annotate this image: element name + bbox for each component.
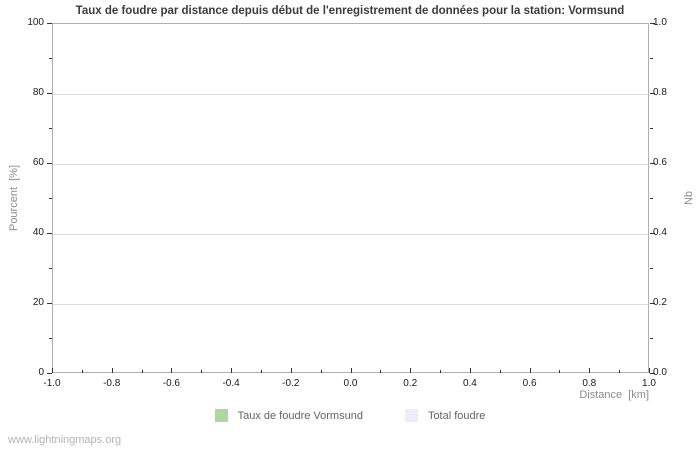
y-minor-tick-right xyxy=(650,198,653,199)
y-tick-label-right: 0.6 xyxy=(653,157,667,168)
x-minor-tick xyxy=(499,370,501,373)
y-minor-tick-left xyxy=(49,268,52,269)
x-tick-label: -1.0 xyxy=(43,378,61,389)
x-tick xyxy=(171,368,173,373)
x-axis-label: Distance [km] xyxy=(579,389,649,401)
x-tick xyxy=(290,368,292,373)
y-tick-right xyxy=(650,303,655,304)
y-tick-label-left: 40 xyxy=(32,227,44,238)
x-tick-label: -0.6 xyxy=(162,378,180,389)
y-tick-left xyxy=(47,233,52,234)
x-tick xyxy=(410,368,412,373)
y-tick-label-right: 1.0 xyxy=(653,17,667,28)
y-tick-right xyxy=(650,373,655,374)
y-minor-tick-left xyxy=(49,128,52,129)
x-minor-tick xyxy=(440,370,442,373)
legend-entry: Taux de foudre Vormsund xyxy=(214,409,363,422)
y-tick-label-right: 0.0 xyxy=(653,367,667,378)
x-minor-tick xyxy=(320,370,322,373)
x-tick xyxy=(350,368,352,373)
x-tick xyxy=(529,368,531,373)
y-tick-label-left: 60 xyxy=(32,157,44,168)
x-minor-tick xyxy=(141,370,143,373)
y-tick-left xyxy=(47,163,52,164)
x-minor-tick xyxy=(559,370,561,373)
legend-entry: Total foudre xyxy=(404,409,486,422)
y-minor-tick-left xyxy=(49,58,52,59)
y-tick-right xyxy=(650,23,655,24)
x-tick xyxy=(52,368,53,373)
y-tick-left xyxy=(47,23,52,24)
y-minor-tick-right xyxy=(650,338,653,339)
y-axis-label-left: Pourcent [%] xyxy=(8,164,20,232)
chart-legend: Taux de foudre Vormsund Total foudre xyxy=(0,409,700,422)
x-tick-label: 0.6 xyxy=(522,378,537,389)
y-tick-label-left: 80 xyxy=(32,87,44,98)
x-minor-tick xyxy=(619,370,621,373)
x-minor-tick xyxy=(380,370,382,373)
x-minor-tick xyxy=(201,370,203,373)
x-tick-label: -0.2 xyxy=(282,378,300,389)
x-tick-label: -0.4 xyxy=(222,378,240,389)
x-tick xyxy=(589,368,591,373)
y-tick-left xyxy=(47,93,52,94)
x-tick xyxy=(469,368,471,373)
watermark-text: www.lightningmaps.org xyxy=(8,434,122,446)
y-axis-label-right: Nb xyxy=(683,190,695,206)
y-tick-label-left: 100 xyxy=(27,17,44,28)
y-tick-label-right: 0.2 xyxy=(653,297,667,308)
x-tick xyxy=(231,368,233,373)
y-minor-tick-right xyxy=(650,58,653,59)
plot-area xyxy=(52,23,649,373)
legend-swatch-icon xyxy=(214,409,228,422)
x-tick xyxy=(111,368,113,373)
gridline xyxy=(53,93,648,95)
y-minor-tick-left xyxy=(49,338,52,339)
legend-label: Total foudre xyxy=(427,409,486,422)
y-tick-right xyxy=(650,163,655,164)
gridline xyxy=(53,163,648,165)
x-tick-label: 1.0 xyxy=(642,378,656,389)
y-tick-left xyxy=(47,373,52,374)
gridline xyxy=(53,233,648,235)
gridline xyxy=(53,303,648,305)
y-minor-tick-right xyxy=(650,268,653,269)
y-tick-right xyxy=(650,93,655,94)
y-minor-tick-left xyxy=(49,198,52,199)
x-minor-tick xyxy=(260,370,262,373)
y-tick-label-right: 0.4 xyxy=(653,227,667,238)
x-tick-label: 0.4 xyxy=(462,378,477,389)
x-tick-label: 0.8 xyxy=(582,378,597,389)
y-tick-label-left: 20 xyxy=(32,297,44,308)
x-tick-label: 0.2 xyxy=(403,378,418,389)
y-minor-tick-right xyxy=(650,128,653,129)
x-minor-tick xyxy=(81,370,83,373)
y-tick-left xyxy=(47,303,52,304)
x-tick-label: -0.8 xyxy=(103,378,121,389)
chart-title: Taux de foudre par distance depuis début… xyxy=(75,5,625,17)
y-tick-label-left: 0 xyxy=(38,367,44,378)
x-tick xyxy=(649,368,650,373)
y-tick-right xyxy=(650,233,655,234)
y-tick-label-right: 0.8 xyxy=(653,87,667,98)
legend-swatch-icon xyxy=(404,409,418,422)
x-tick-label: 0.0 xyxy=(343,378,358,389)
legend-label: Taux de foudre Vormsund xyxy=(237,409,363,422)
